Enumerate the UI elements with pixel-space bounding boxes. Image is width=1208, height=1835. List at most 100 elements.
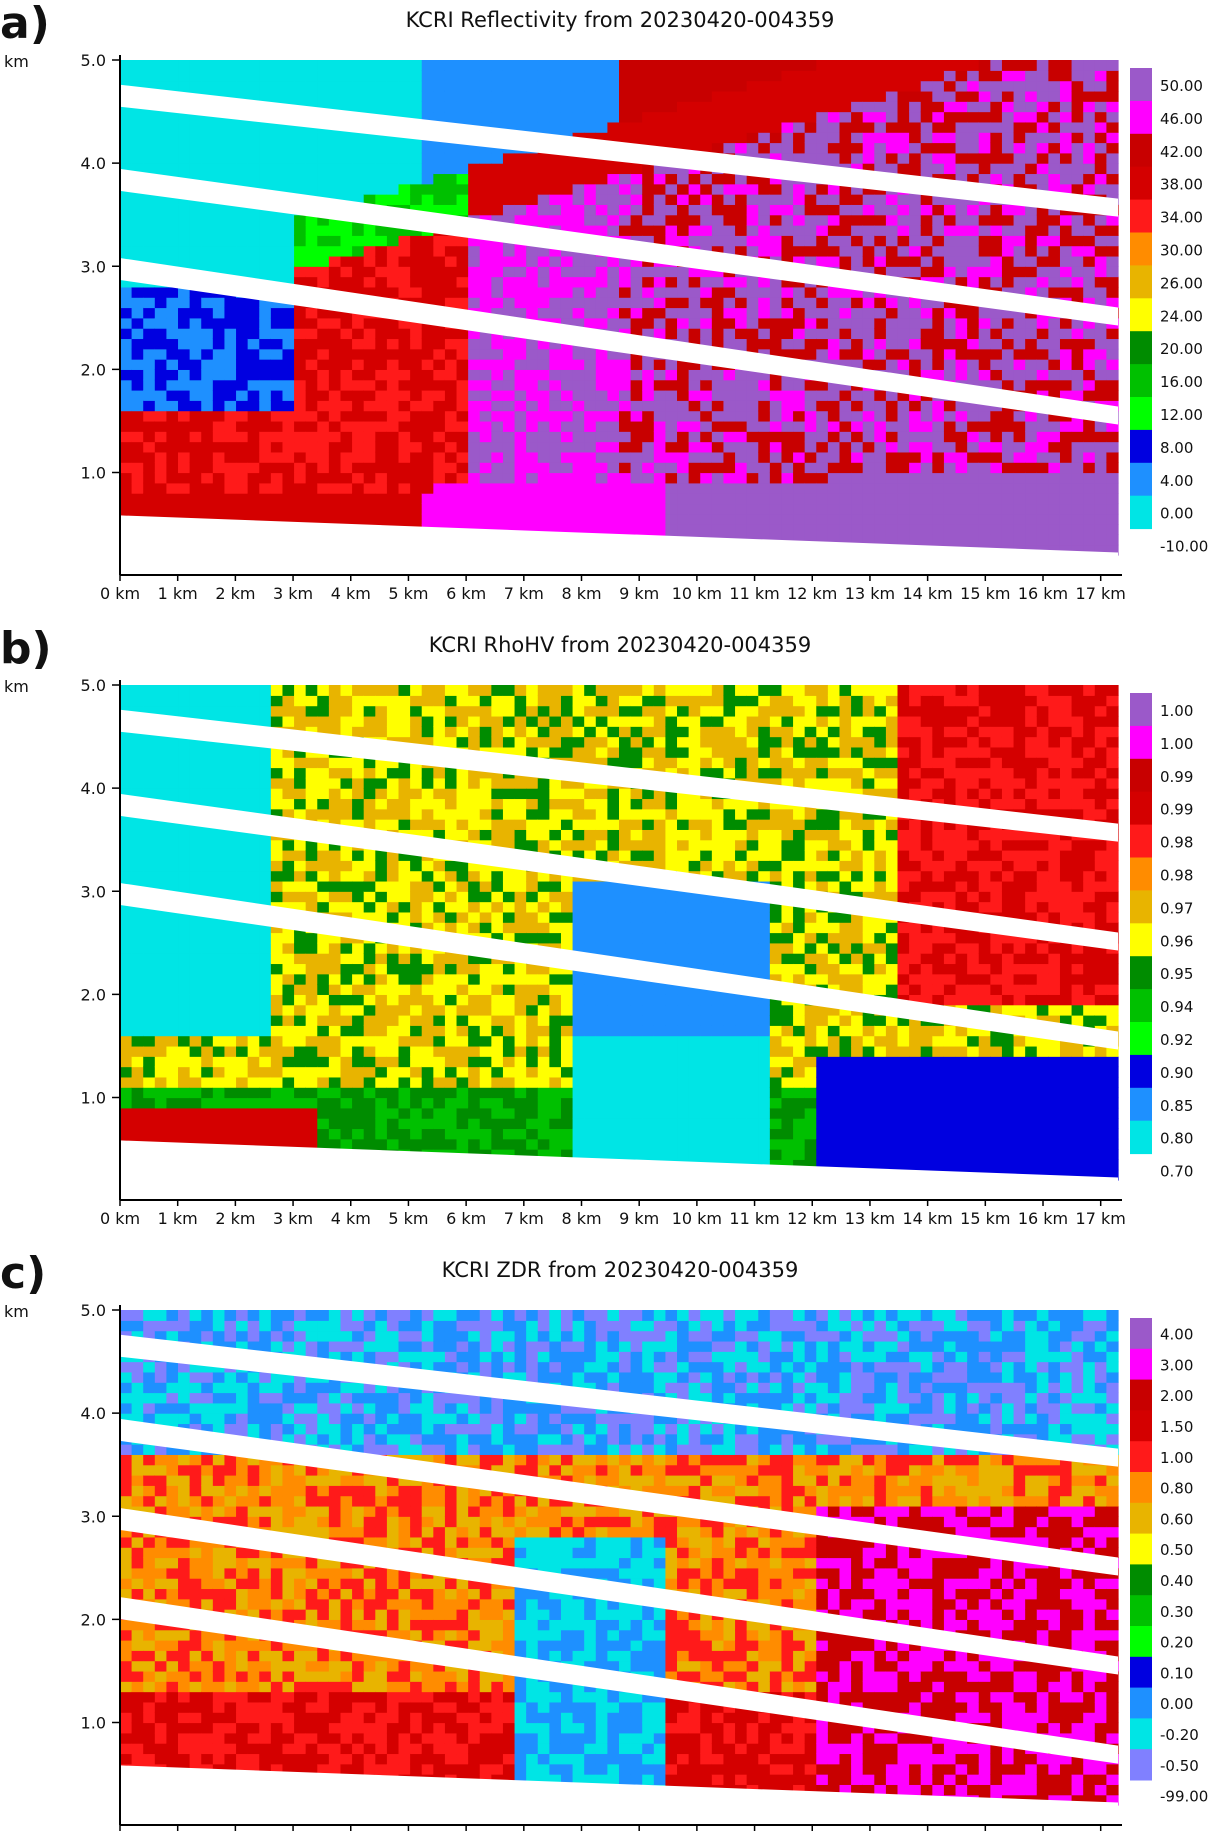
heatmap-cell <box>212 942 226 954</box>
heatmap-cell <box>920 266 933 278</box>
heatmap-cell <box>1083 534 1096 546</box>
heatmap-cell <box>769 390 783 401</box>
heatmap-cell <box>1094 472 1107 484</box>
heatmap-cell <box>120 493 133 505</box>
heatmap-cell <box>143 348 156 360</box>
heatmap-cell <box>653 503 667 515</box>
heatmap-cell <box>1106 276 1119 288</box>
heatmap-cell <box>1001 472 1015 484</box>
heatmap-cell <box>572 276 585 288</box>
heatmap-cell <box>201 70 214 82</box>
heatmap-cell <box>793 410 806 422</box>
heatmap-cell <box>1025 101 1038 113</box>
heatmap-cell <box>410 482 423 494</box>
heatmap-cell <box>1059 462 1073 474</box>
heatmap-cell <box>375 245 388 257</box>
heatmap-cell <box>978 60 991 71</box>
heatmap-cell <box>282 695 295 707</box>
heatmap-cell <box>851 90 864 102</box>
heatmap-cell <box>793 286 806 298</box>
heatmap-cell <box>665 441 678 453</box>
heatmap-cell <box>827 121 841 133</box>
heatmap-field <box>120 60 1119 556</box>
heatmap-cell <box>851 204 864 216</box>
heatmap-cell <box>851 431 864 443</box>
heatmap-cell <box>1001 111 1015 123</box>
heatmap-cell <box>166 142 179 154</box>
heatmap-cell <box>1059 163 1073 175</box>
heatmap-cell <box>990 379 1003 391</box>
heatmap-cell <box>270 338 284 350</box>
heatmap-cell <box>120 297 133 309</box>
heatmap-cell <box>990 235 1003 247</box>
heatmap-cell <box>154 70 168 82</box>
heatmap-cell <box>317 420 330 432</box>
heatmap-cell <box>897 235 910 247</box>
heatmap-cell <box>920 297 933 309</box>
heatmap-cell <box>189 942 202 954</box>
heatmap-cell <box>932 142 945 154</box>
heatmap-cell <box>201 451 214 463</box>
heatmap-cell <box>201 1004 214 1016</box>
heatmap-cell <box>491 276 504 288</box>
heatmap-cell <box>154 788 168 800</box>
heatmap-cell <box>735 204 748 216</box>
heatmap-cell <box>236 441 249 453</box>
heatmap-cell <box>479 111 492 123</box>
heatmap-cell <box>166 922 179 934</box>
heatmap-cell <box>363 503 376 515</box>
heatmap-cell <box>781 328 794 340</box>
heatmap-cell <box>502 524 516 535</box>
heatmap-cell <box>212 777 226 789</box>
heatmap-cell <box>851 163 864 175</box>
heatmap-cell <box>723 369 736 381</box>
heatmap-cell <box>131 839 144 851</box>
heatmap-cell <box>943 359 957 370</box>
heatmap-cell <box>1013 286 1026 298</box>
heatmap-cell <box>851 132 864 144</box>
heatmap-cell <box>212 984 226 995</box>
heatmap-cell <box>236 1025 249 1037</box>
heatmap-cell <box>386 286 400 298</box>
heatmap-cell <box>294 953 307 965</box>
heatmap-cell <box>967 472 980 484</box>
heatmap-cell <box>143 860 156 872</box>
heatmap-cell <box>793 121 806 133</box>
heatmap-cell <box>839 441 852 453</box>
heatmap-cell <box>1036 472 1049 484</box>
heatmap-cell <box>502 101 516 113</box>
heatmap-cell <box>444 379 458 391</box>
heatmap-cell <box>677 111 690 123</box>
heatmap-cell <box>839 503 852 515</box>
heatmap-cell <box>212 1056 226 1068</box>
heatmap-cell <box>154 194 168 205</box>
heatmap-cell <box>236 338 249 350</box>
heatmap-cell <box>677 431 690 443</box>
heatmap-cell <box>1025 60 1038 71</box>
heatmap-cell <box>967 80 980 92</box>
heatmap-cell <box>236 715 249 727</box>
heatmap-cell <box>270 214 284 226</box>
heatmap-cell <box>769 317 783 329</box>
heatmap-cell <box>607 482 620 494</box>
heatmap-cell <box>526 80 539 92</box>
heatmap-cell <box>595 348 608 360</box>
heatmap-cell <box>212 1045 226 1057</box>
heatmap-cell <box>468 359 481 370</box>
heatmap-cell <box>572 255 585 267</box>
heatmap-cell <box>375 90 388 102</box>
heatmap-cell <box>120 932 133 944</box>
heatmap-cell <box>943 235 957 247</box>
panel-reflectivity: a) KCRI Reflectivity from 20230420-00435… <box>0 0 1208 601</box>
heatmap-cell <box>746 286 759 298</box>
heatmap-cell <box>282 942 295 954</box>
heatmap-cell <box>909 132 922 144</box>
heatmap-cell <box>294 255 307 267</box>
heatmap-cell <box>943 152 957 164</box>
heatmap-cell <box>700 132 713 144</box>
heatmap-cell <box>978 266 991 278</box>
heatmap-cell <box>212 441 226 453</box>
heatmap-cell <box>1013 142 1026 154</box>
heatmap-cell <box>735 482 748 494</box>
heatmap-cell <box>688 286 701 298</box>
